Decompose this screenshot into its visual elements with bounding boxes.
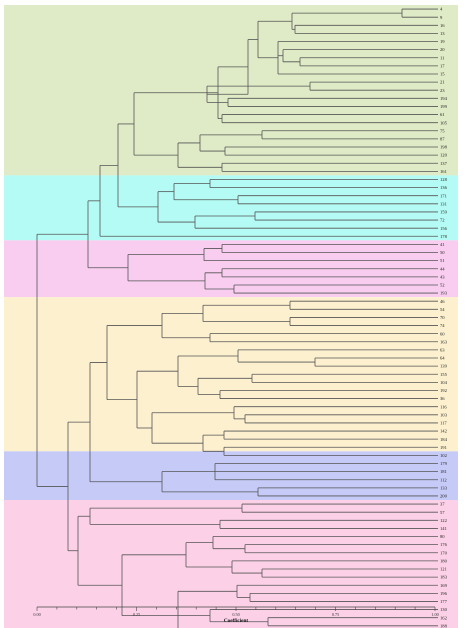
- leaf-label: 180: [440, 558, 448, 563]
- leaf-label: 63: [440, 347, 445, 352]
- leaf-label: 11: [440, 55, 445, 60]
- leaf-label: 74: [440, 323, 445, 328]
- leaf-label: 141: [440, 526, 448, 531]
- leaf-label: 116: [440, 404, 447, 409]
- leaf-label: 169: [440, 583, 448, 588]
- leaf-label: 52: [440, 283, 445, 288]
- leaf-label: 72: [440, 218, 445, 223]
- leaf-label: 136: [440, 185, 448, 190]
- leaf-label: 57: [440, 510, 445, 515]
- leaf-label: 61: [440, 112, 445, 117]
- leaf-label: 80: [440, 534, 445, 539]
- leaf-label: 183: [440, 575, 448, 580]
- leaf-label: 161: [440, 169, 448, 174]
- leaf-label: 21: [440, 80, 445, 85]
- leaf-label: 177: [440, 599, 448, 604]
- leaf-label: 196: [440, 591, 448, 596]
- leaf-label: 192: [440, 388, 448, 393]
- leaf-label: 122: [440, 518, 448, 523]
- leaf-label: 4: [440, 7, 443, 12]
- leaf-label: 43: [440, 274, 445, 279]
- leaf-label: 15: [440, 72, 445, 77]
- leaf-label: 75: [440, 128, 445, 133]
- leaf-label: 87: [440, 136, 445, 141]
- leaf-label: 179: [440, 461, 448, 466]
- leaf-label: 198: [440, 145, 448, 150]
- leaf-label: 159: [440, 210, 448, 215]
- cluster-band-6: [4, 500, 458, 628]
- leaf-label: 191: [440, 445, 448, 450]
- leaf-label: 103: [440, 412, 448, 417]
- leaf-label: 44: [440, 266, 445, 271]
- x-tick-label: 1.00: [431, 612, 438, 617]
- leaf-label: 194: [440, 96, 448, 101]
- leaf-label: 13: [440, 31, 445, 36]
- leaf-label: 17: [440, 63, 445, 68]
- leaf-label: 36: [440, 396, 445, 401]
- leaf-label: 162: [440, 615, 448, 620]
- leaf-label: 142: [440, 429, 448, 434]
- leaf-label: 128: [440, 177, 448, 182]
- leaf-label: 41: [440, 242, 445, 247]
- x-axis-title: Coefficient: [224, 618, 248, 624]
- leaf-label: 176: [440, 542, 448, 547]
- leaf-label: 23: [440, 88, 445, 93]
- leaf-label: 171: [440, 193, 448, 198]
- leaf-label: 102: [440, 453, 448, 458]
- leaf-label: 50: [440, 250, 445, 255]
- leaf-label: 178: [440, 234, 448, 239]
- leaf-label: 121: [440, 567, 448, 572]
- leaf-label: 181: [440, 469, 448, 474]
- leaf-label: 184: [440, 437, 448, 442]
- cluster-band-5: [4, 451, 458, 501]
- leaf-label: 70: [440, 315, 445, 320]
- leaf-label: 37: [440, 502, 445, 507]
- leaf-label: 51: [440, 258, 445, 263]
- x-tick-label: 0.00: [33, 612, 40, 617]
- leaf-label: 156: [440, 226, 448, 231]
- leaf-label: 64: [440, 356, 445, 361]
- leaf-label: 155: [440, 372, 448, 377]
- leaf-label: 105: [440, 120, 448, 125]
- leaf-label: 130: [440, 607, 448, 612]
- cluster-band-2: [4, 175, 458, 241]
- leaf-label: 170: [440, 550, 448, 555]
- leaf-label: 139: [440, 364, 448, 369]
- x-tick-label: 0.25: [133, 612, 140, 617]
- leaf-label: 104: [440, 380, 448, 385]
- leaf-label: 120: [440, 153, 448, 158]
- leaf-label: 54: [440, 307, 445, 312]
- leaf-label: 19: [440, 39, 445, 44]
- leaf-label: 16: [440, 23, 445, 28]
- leaf-label: 137: [440, 161, 448, 166]
- leaf-label: 188: [440, 623, 448, 628]
- leaf-label: 112: [440, 477, 447, 482]
- leaf-label: 20: [440, 47, 445, 52]
- leaf-label: 133: [440, 485, 448, 490]
- leaf-label: 163: [440, 339, 448, 344]
- leaf-label: 199: [440, 104, 448, 109]
- leaf-label: 131: [440, 201, 448, 206]
- leaf-label: 60: [440, 331, 445, 336]
- leaf-label: 200: [440, 494, 448, 499]
- leaf-label: 46: [440, 299, 445, 304]
- leaf-label: 193: [440, 291, 448, 296]
- leaf-label: 9: [440, 15, 443, 20]
- leaf-label: 117: [440, 421, 447, 426]
- x-tick-label: 0.75: [332, 612, 339, 617]
- x-tick-label: 0.50: [232, 612, 239, 617]
